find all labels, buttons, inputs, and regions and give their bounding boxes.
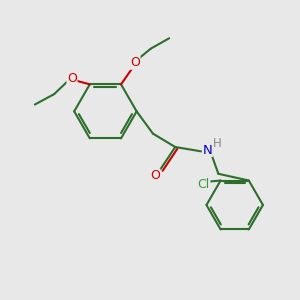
Text: H: H	[213, 137, 222, 150]
Text: O: O	[67, 72, 77, 85]
Text: N: N	[202, 143, 212, 157]
Text: O: O	[150, 169, 160, 182]
Text: O: O	[130, 56, 140, 69]
Text: Cl: Cl	[197, 178, 210, 191]
